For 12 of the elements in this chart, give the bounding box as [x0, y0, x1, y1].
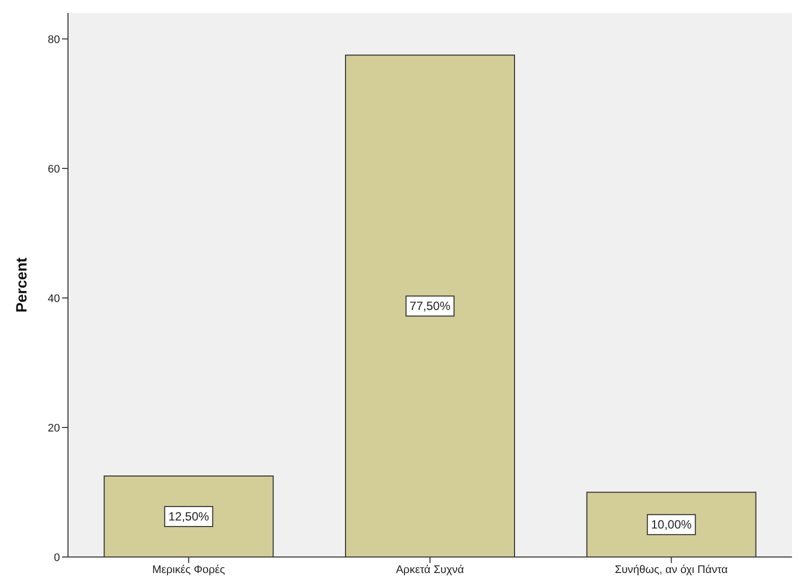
- x-tick-label: Αρκετά Συχνά: [396, 564, 465, 576]
- x-tick-label: Μερικές Φορές: [152, 564, 226, 576]
- y-axis-title: Percent: [13, 257, 30, 313]
- data-label: 10,00%: [651, 518, 692, 532]
- y-tick-label: 80: [48, 34, 60, 46]
- y-tick-label: 0: [54, 552, 60, 564]
- data-label: 77,50%: [410, 299, 451, 314]
- y-tick-label: 60: [48, 163, 60, 176]
- y-tick-label: 40: [48, 292, 60, 305]
- x-tick-label: Συνήθως, αν όχι Πάντα: [614, 564, 728, 576]
- y-tick-label: 20: [48, 422, 60, 434]
- data-label: 12,50%: [168, 510, 210, 524]
